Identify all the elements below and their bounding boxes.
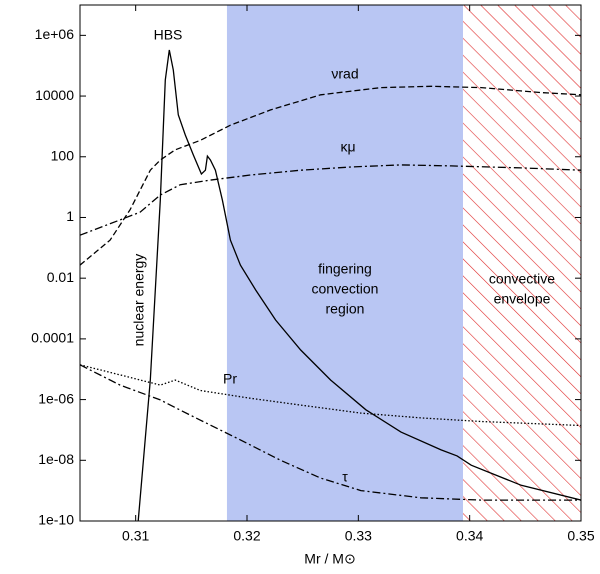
- region: [226, 5, 463, 521]
- y-tick-label: 1e-10: [38, 512, 74, 528]
- region-label: convection: [312, 281, 379, 297]
- x-tick-label: 0.35: [567, 528, 594, 544]
- series-label: nuclear energy: [131, 254, 147, 347]
- series-line: [137, 49, 581, 521]
- x-tick-label: 0.34: [456, 528, 483, 544]
- plot-frame: [79, 4, 582, 522]
- y-tick-label: 0.01: [47, 269, 74, 285]
- series-line: [80, 164, 581, 236]
- y-tick-label: 1e+06: [35, 26, 75, 42]
- region-label: region: [326, 301, 365, 317]
- series-label: κμ: [340, 139, 355, 155]
- region-label: fingering: [318, 261, 372, 277]
- y-tick-label: 1: [66, 208, 74, 224]
- series-label: τ: [342, 469, 348, 485]
- x-tick-label: 0.33: [345, 528, 372, 544]
- region-label: envelope: [494, 291, 551, 307]
- series-label: νrad: [331, 66, 358, 82]
- x-axis-label: Mr / M⊙: [304, 551, 355, 567]
- region-label: convective: [489, 271, 555, 287]
- series-label: Pr: [223, 371, 237, 387]
- y-tick-label: 100: [51, 147, 75, 163]
- annotation: HBS: [154, 27, 183, 43]
- region: [462, 5, 581, 521]
- x-tick-label: 0.32: [233, 528, 260, 544]
- y-tick-label: 0.0001: [31, 330, 74, 346]
- y-tick-label: 10000: [35, 87, 74, 103]
- y-tick-label: 1e-08: [38, 451, 74, 467]
- series-line: [80, 364, 581, 427]
- y-tick-label: 1e-06: [38, 390, 74, 406]
- x-tick-label: 0.31: [122, 528, 149, 544]
- series-line: [80, 364, 581, 501]
- series-line: [80, 85, 581, 266]
